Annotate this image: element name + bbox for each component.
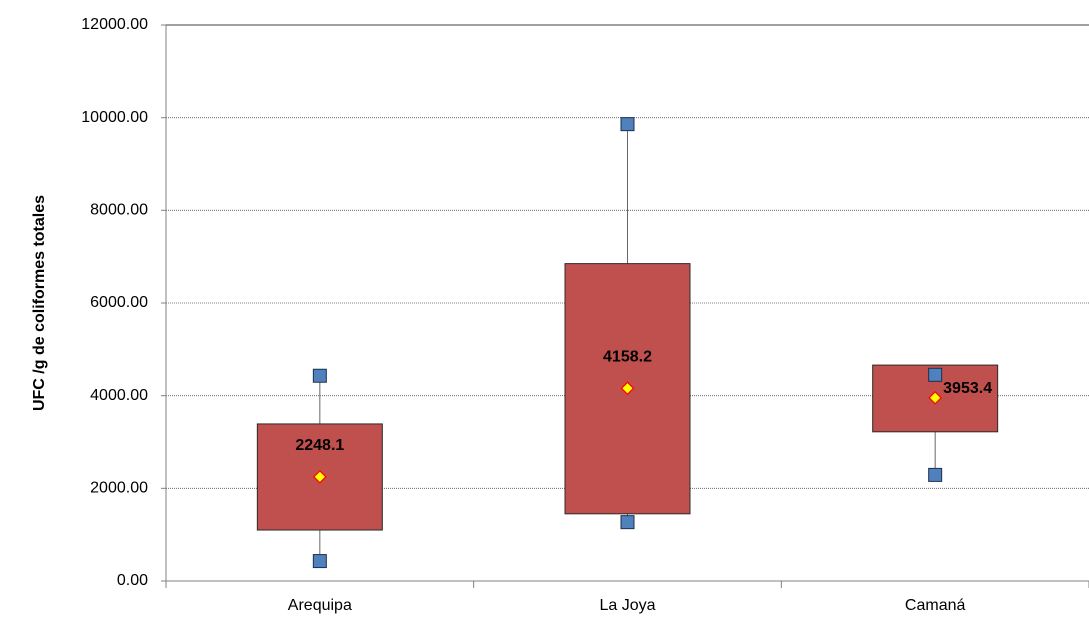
data-label: 4158.2: [603, 349, 652, 366]
mean-marker: [928, 390, 943, 405]
data-label: 2248.1: [295, 437, 344, 454]
extreme-marker: [312, 554, 327, 569]
y-axis-label: UFC /g de coliformes totales: [31, 195, 48, 411]
y-tick-label: 0.00: [117, 572, 148, 589]
extreme-marker: [620, 117, 635, 132]
y-tick-label: 6000.00: [90, 294, 148, 311]
extreme-marker: [928, 367, 943, 382]
x-tick-label: Camaná: [905, 597, 966, 614]
y-tick-label: 12000.00: [81, 16, 148, 33]
y-tick-label: 8000.00: [90, 202, 148, 219]
mean-marker: [620, 381, 635, 396]
y-tick-label: 2000.00: [90, 480, 148, 497]
extreme-marker: [620, 515, 635, 530]
data-label: 3953.4: [943, 380, 992, 397]
mean-marker: [312, 469, 327, 484]
extreme-marker: [928, 467, 943, 482]
y-tick-label: 10000.00: [81, 109, 148, 126]
x-tick-label: La Joya: [599, 597, 655, 614]
y-tick-label: 4000.00: [90, 387, 148, 404]
x-tick-label: Arequipa: [288, 597, 352, 614]
extreme-marker: [312, 368, 327, 383]
